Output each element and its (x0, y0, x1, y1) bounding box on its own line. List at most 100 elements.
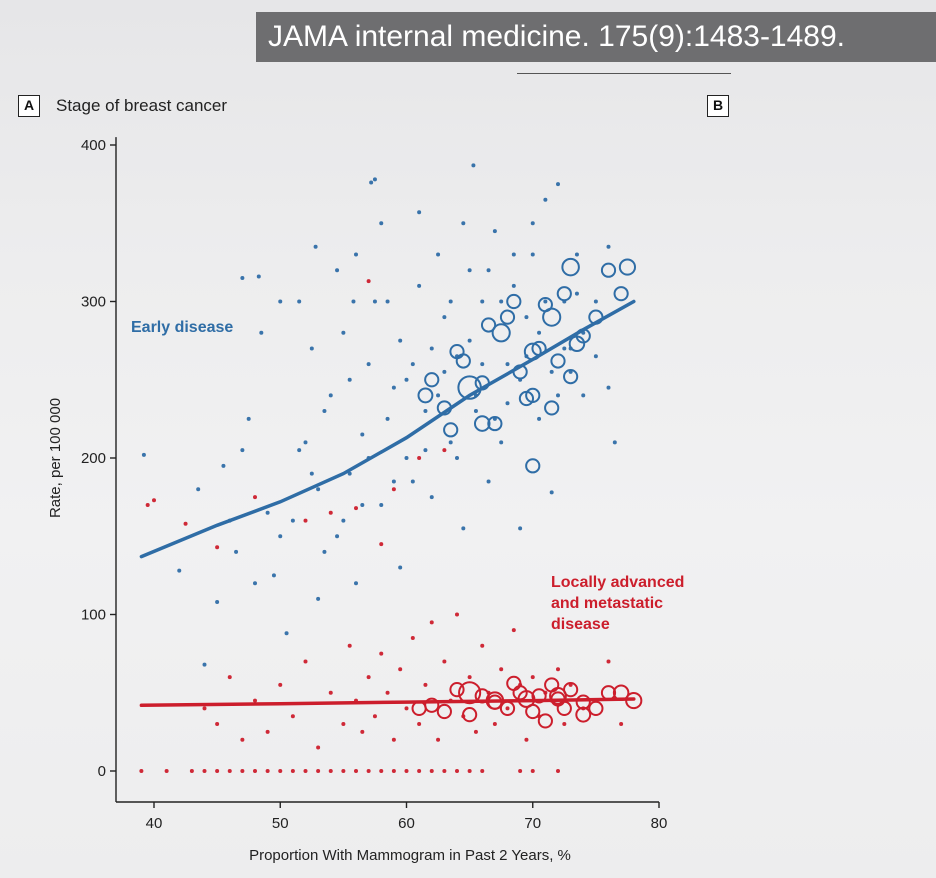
early-disease-point (429, 346, 434, 351)
early-disease-point (492, 229, 497, 234)
advanced-disease-point (449, 682, 465, 698)
early-disease-point (360, 432, 365, 437)
advanced-disease-point (417, 769, 422, 773)
advanced-disease-point (347, 643, 352, 648)
early-disease-point (537, 330, 542, 335)
early-disease-point (471, 163, 476, 168)
advanced-disease-point (372, 714, 377, 719)
panel-a-title: Stage of breast cancer (56, 96, 228, 115)
advanced-disease-point (227, 769, 232, 773)
advanced-disease-point (240, 737, 245, 742)
early-disease-point (347, 377, 352, 382)
early-disease-point (499, 309, 516, 325)
early-disease-point (524, 315, 529, 320)
advanced-disease-point (303, 518, 308, 523)
panel-b-label: B (707, 95, 729, 117)
early-disease-point (467, 268, 472, 273)
early-disease-point (385, 299, 390, 304)
early-disease-point (461, 526, 466, 531)
advanced-disease-point (303, 659, 308, 664)
y-axis-label: Rate, per 100 000 (47, 398, 64, 518)
early-disease-point (240, 276, 245, 281)
early-disease-point (556, 286, 572, 302)
early-disease-point (530, 252, 535, 257)
advanced-disease-point (398, 667, 403, 672)
advanced-disease-point (183, 521, 188, 526)
advanced-disease-point (328, 769, 333, 773)
early-disease-point (581, 393, 586, 398)
y-tick-label: 400 (81, 137, 106, 154)
early-disease-point (335, 268, 340, 273)
early-disease-point (271, 573, 276, 578)
early-disease-point (424, 372, 440, 388)
advanced-disease-point (606, 659, 611, 664)
advanced-disease-point (265, 769, 270, 773)
early-disease-point (593, 299, 598, 304)
advanced-disease-point (429, 620, 434, 625)
early-disease-point (499, 440, 504, 445)
advanced-disease-point (530, 769, 535, 773)
early-disease-point (491, 323, 511, 343)
early-disease-point (347, 471, 352, 476)
early-disease-point (404, 456, 409, 460)
early-disease-point (593, 354, 598, 359)
early-disease-point (366, 362, 371, 367)
early-disease-point (600, 262, 617, 278)
advanced-disease-point (442, 448, 447, 453)
early-disease-point (372, 177, 377, 182)
advanced-disease-point (240, 769, 245, 773)
advanced-disease-point (215, 722, 220, 727)
early-disease-point (316, 596, 321, 601)
early-disease-point (556, 393, 560, 398)
early-disease-point (322, 409, 327, 414)
advanced-disease-point (619, 722, 624, 727)
advanced-disease-point (391, 769, 396, 773)
early-disease-point (563, 369, 579, 385)
advanced-disease-point (417, 456, 422, 460)
advanced-disease-point (278, 682, 283, 687)
early-disease-point (429, 495, 434, 500)
early-disease-point (410, 479, 415, 484)
early-disease-label: Early disease (131, 319, 233, 336)
early-disease-point (518, 526, 523, 531)
advanced-disease-point (145, 502, 150, 507)
advanced-disease-point (215, 545, 220, 550)
advanced-disease-point (467, 769, 472, 773)
early-disease-point (246, 416, 251, 421)
early-disease-point (290, 518, 295, 523)
advanced-disease-point (499, 667, 504, 672)
early-disease-point (511, 283, 516, 288)
advanced-disease-point (530, 675, 535, 680)
early-disease-point (335, 534, 340, 539)
early-disease-point (612, 440, 617, 445)
advanced-disease-point (518, 769, 523, 773)
advanced-disease-point (417, 722, 422, 727)
early-disease-point (354, 581, 358, 586)
early-disease-point (487, 415, 503, 432)
advanced-disease-point (462, 707, 478, 723)
early-disease-point (436, 252, 441, 257)
advanced-disease-point (505, 706, 510, 711)
early-disease-point (518, 390, 535, 407)
y-tick-label: 0 (98, 763, 106, 780)
advanced-disease-point (227, 675, 232, 680)
early-disease-point (480, 317, 497, 333)
early-disease-point (442, 315, 447, 320)
advanced-disease-point (442, 769, 447, 773)
early-disease-point (341, 518, 346, 523)
early-disease-point (322, 549, 327, 554)
early-disease-point (372, 299, 377, 304)
early-disease-point (253, 581, 257, 586)
early-disease-point (351, 299, 356, 304)
x-tick-label: 70 (524, 815, 541, 832)
early-disease-point (177, 568, 182, 573)
advanced-disease-label: disease (551, 616, 610, 633)
y-tick-label: 300 (81, 294, 106, 311)
early-disease-point (613, 286, 629, 302)
early-disease-point (549, 490, 554, 495)
early-disease-point (369, 180, 374, 185)
advanced-disease-point (303, 769, 308, 773)
early-disease-point (379, 221, 384, 226)
early-disease-point (265, 510, 270, 515)
x-tick-label: 60 (398, 815, 415, 832)
